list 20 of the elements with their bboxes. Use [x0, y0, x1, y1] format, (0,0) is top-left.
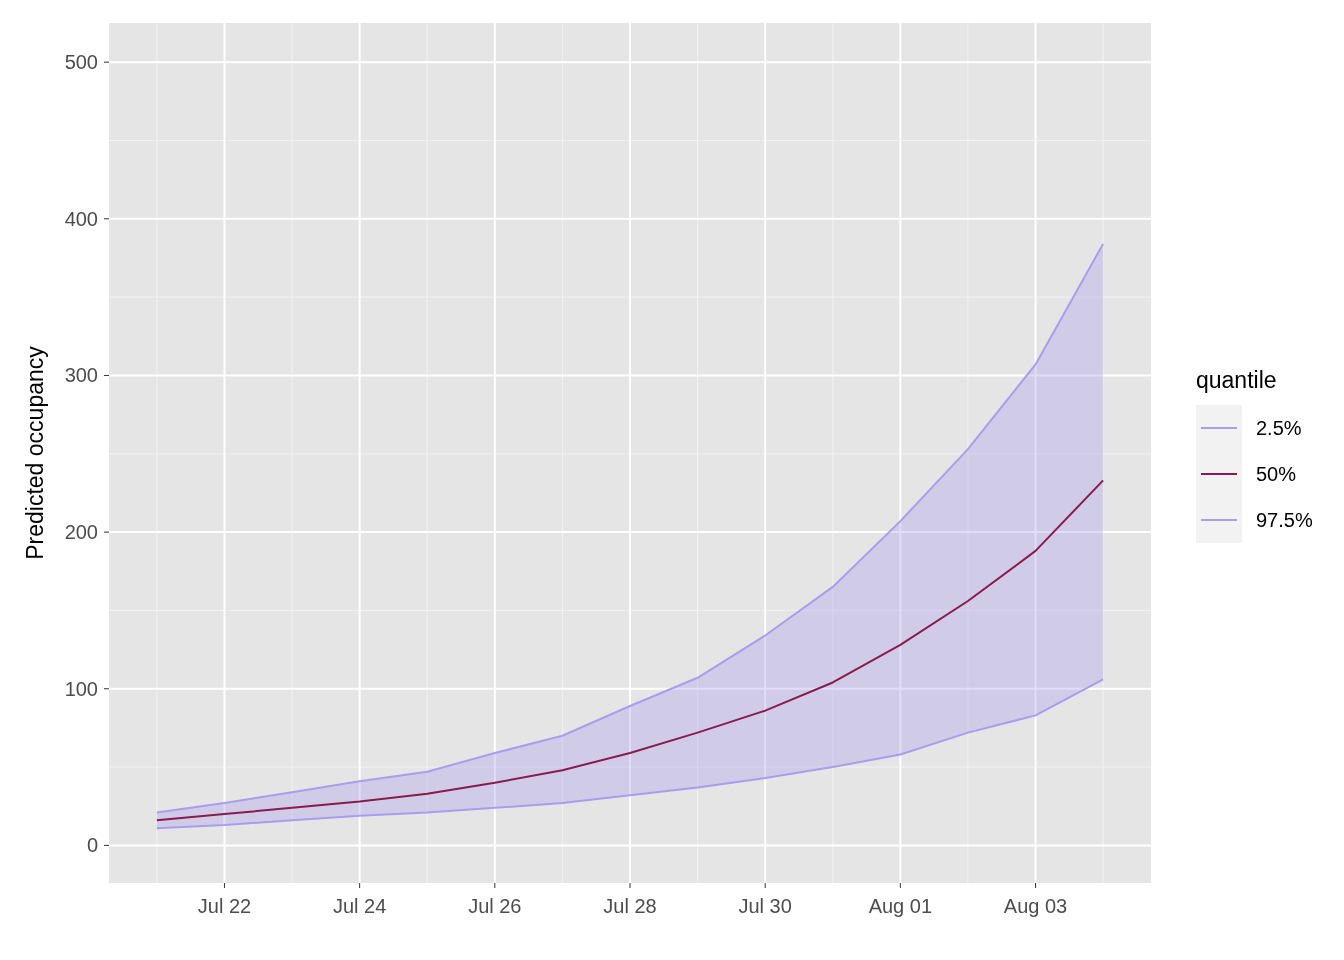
x-tick-label: Jul 28 — [603, 895, 657, 917]
x-tick-label: Jul 24 — [332, 895, 387, 917]
x-tick-label: Jul 26 — [468, 895, 522, 917]
y-tick-label: 100 — [64, 677, 98, 700]
y-tick-label: 300 — [64, 364, 98, 387]
legend-title: quantile — [1196, 367, 1277, 393]
x-tick-label: Aug 01 — [868, 895, 933, 917]
legend-label: 97.5% — [1256, 509, 1313, 531]
line-series — [155, 479, 1105, 822]
legend-label: 50% — [1256, 463, 1297, 485]
legend-label: 2.5% — [1256, 417, 1302, 439]
y-axis-title: Predicted occupancy — [22, 345, 48, 560]
y-tick-label: 400 — [64, 207, 98, 230]
y-tick-label: 500 — [64, 51, 98, 74]
x-tick-label: Jul 22 — [197, 895, 252, 917]
y-tick-label: 200 — [64, 521, 98, 544]
x-tick-label: Jul 30 — [738, 895, 792, 917]
x-tick-label: Aug 03 — [1003, 895, 1068, 917]
y-tick-label: 0 — [86, 834, 98, 857]
line-series — [155, 678, 1105, 830]
